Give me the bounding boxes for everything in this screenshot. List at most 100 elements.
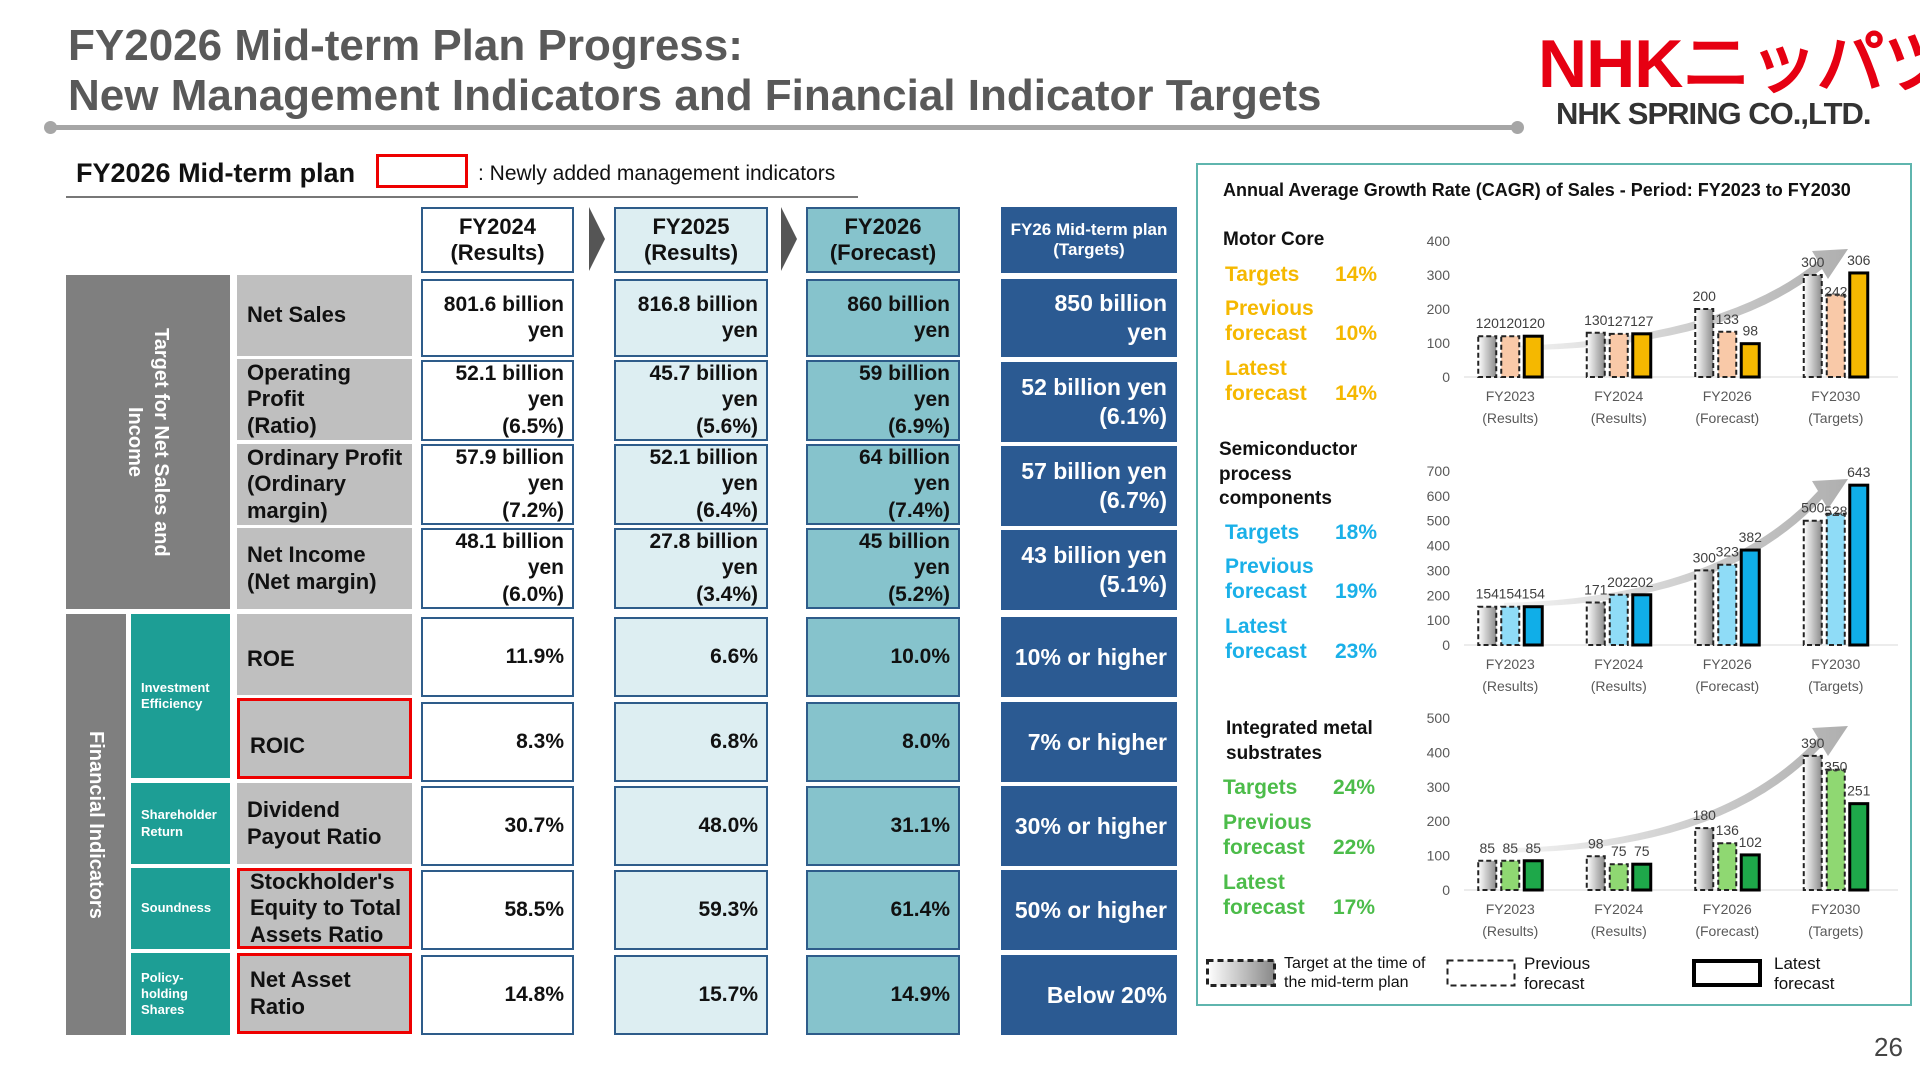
value-fy2026-dividend-payout: 31.1% bbox=[806, 786, 960, 866]
column-header-targets: FY26 Mid-term plan (Targets) bbox=[1001, 207, 1177, 273]
column-header-fy2025: FY2025 (Results) bbox=[614, 207, 768, 273]
row-label-equity-ratio: Stockholder's Equity to Total Assets Rat… bbox=[237, 868, 412, 949]
subcategory-shareholder-return: Shareholder Return bbox=[131, 783, 230, 864]
rate-value: 14% bbox=[1335, 263, 1378, 286]
data-label: 75 bbox=[1611, 843, 1627, 859]
bar-latest-forecast bbox=[1522, 859, 1544, 892]
value-fy2025-ordinary-profit: 52.1 billion yen (6.4%) bbox=[614, 444, 768, 525]
segment-title-motor-core: Motor Core bbox=[1223, 229, 1325, 250]
row-label-roe: ROE bbox=[237, 614, 412, 695]
page-number: 26 bbox=[1874, 1032, 1903, 1062]
y-tick-label: 300 bbox=[1427, 779, 1451, 795]
rate-label: Targets bbox=[1225, 263, 1300, 286]
bar-previous-forecast bbox=[1825, 512, 1846, 646]
x-tick-label: FY2024 bbox=[1594, 901, 1643, 917]
bar-mid-term-target bbox=[1477, 605, 1498, 646]
y-tick-label: 100 bbox=[1427, 848, 1451, 864]
bar-latest-forecast bbox=[1631, 862, 1653, 892]
subcategory-soundness: Soundness bbox=[131, 868, 230, 949]
rate-label: Latest forecast bbox=[1225, 357, 1307, 406]
data-label: 127 bbox=[1607, 313, 1631, 329]
value-fy2024-roic: 8.3% bbox=[421, 702, 574, 782]
data-label: 75 bbox=[1634, 843, 1650, 859]
x-tick-label: FY2026 bbox=[1703, 388, 1752, 404]
y-tick-label: 200 bbox=[1427, 813, 1451, 829]
x-tick-label: FY2030 bbox=[1811, 656, 1860, 672]
category-net-sales-income-label: Target for Net Sales and Income bbox=[124, 327, 172, 557]
x-tick-label: (Forecast) bbox=[1695, 678, 1759, 694]
rate-row-semi-previous: Previous forecast 19% bbox=[1225, 554, 1377, 604]
data-label: 202 bbox=[1630, 574, 1654, 590]
rate-label: Latest forecast bbox=[1223, 871, 1305, 920]
x-tick-label: FY2026 bbox=[1703, 901, 1752, 917]
x-tick-label: FY2024 bbox=[1594, 388, 1643, 404]
rate-label: Latest forecast bbox=[1225, 615, 1307, 664]
rate-value: 14% bbox=[1335, 382, 1378, 406]
value-target-net-sales: 850 billion yen bbox=[1001, 279, 1177, 357]
rate-row-motor-previous: Previous forecast 10% bbox=[1225, 296, 1377, 346]
bar-previous-forecast bbox=[1500, 859, 1521, 891]
data-label: 500 bbox=[1801, 500, 1825, 516]
bar-latest-forecast bbox=[1739, 853, 1761, 892]
chevron-arrow-icon bbox=[589, 207, 605, 271]
data-label: 306 bbox=[1847, 252, 1871, 268]
plan-divider bbox=[66, 196, 858, 198]
y-tick-label: 0 bbox=[1442, 369, 1450, 385]
bar-mid-term-target bbox=[1694, 569, 1715, 646]
data-label: 120 bbox=[1499, 315, 1523, 331]
bar-latest-forecast bbox=[1848, 483, 1870, 647]
legend-swatch-previous-forecast bbox=[1446, 959, 1516, 987]
data-label: 154 bbox=[1522, 586, 1546, 602]
plan-label: FY2026 Mid-term plan bbox=[76, 158, 356, 188]
value-fy2024-operating-profit: 52.1 billion yen (6.5%) bbox=[421, 360, 574, 441]
value-fy2025-roe: 6.6% bbox=[614, 617, 768, 697]
legend-label-previous-forecast: Previous forecast bbox=[1524, 954, 1591, 994]
data-label: 120 bbox=[1476, 315, 1500, 331]
value-fy2024-net-sales: 801.6 billion yen bbox=[421, 279, 574, 357]
value-fy2024-dividend-payout: 30.7% bbox=[421, 786, 574, 866]
bar-latest-forecast bbox=[1848, 271, 1870, 379]
data-label: 136 bbox=[1716, 822, 1740, 838]
company-logo: NHKニッパツ bbox=[1538, 26, 1920, 102]
rate-label: Previous forecast bbox=[1223, 811, 1312, 860]
rate-label: Previous forecast bbox=[1225, 297, 1314, 346]
x-tick-label: FY2023 bbox=[1486, 388, 1535, 404]
x-tick-label: (Targets) bbox=[1808, 410, 1863, 426]
value-fy2025-net-income: 27.8 billion yen (3.4%) bbox=[614, 528, 768, 609]
y-tick-label: 0 bbox=[1442, 637, 1450, 653]
rate-label: Targets bbox=[1223, 776, 1298, 799]
bar-mid-term-target bbox=[1694, 827, 1715, 891]
rate-value: 22% bbox=[1333, 836, 1376, 860]
value-fy2024-net-income: 48.1 billion yen (6.0%) bbox=[421, 528, 574, 609]
new-indicator-legend-swatch bbox=[376, 154, 468, 188]
rate-label: Targets bbox=[1225, 521, 1300, 544]
data-label: 85 bbox=[1502, 840, 1518, 856]
rate-label: Previous forecast bbox=[1225, 555, 1314, 604]
y-tick-label: 0 bbox=[1442, 882, 1450, 898]
value-target-equity-ratio: 50% or higher bbox=[1001, 870, 1177, 950]
title-underline bbox=[44, 121, 1524, 134]
data-label: 643 bbox=[1847, 464, 1871, 480]
y-tick-label: 300 bbox=[1427, 562, 1451, 578]
rate-value: 10% bbox=[1335, 322, 1378, 346]
value-fy2026-net-asset-ratio: 14.9% bbox=[806, 955, 960, 1035]
x-tick-label: FY2023 bbox=[1486, 901, 1535, 917]
x-tick-label: FY2030 bbox=[1811, 388, 1860, 404]
y-tick-label: 500 bbox=[1427, 513, 1451, 529]
value-fy2025-net-sales: 816.8 billion yen bbox=[614, 279, 768, 357]
data-label: 350 bbox=[1824, 759, 1848, 775]
bar-previous-forecast bbox=[1825, 293, 1846, 378]
bar-latest-forecast bbox=[1522, 605, 1544, 647]
y-tick-label: 500 bbox=[1427, 710, 1451, 726]
value-fy2025-dividend-payout: 48.0% bbox=[614, 786, 768, 866]
rate-value: 18% bbox=[1335, 521, 1378, 544]
value-target-ordinary-profit: 57 billion yen (6.7%) bbox=[1001, 446, 1177, 526]
value-fy2026-roe: 10.0% bbox=[806, 617, 960, 697]
rate-value: 23% bbox=[1335, 640, 1378, 664]
data-label: 390 bbox=[1801, 735, 1825, 751]
bar-previous-forecast bbox=[1608, 863, 1629, 891]
bar-mid-term-target bbox=[1802, 519, 1823, 646]
rate-row-metal-latest: Latest forecast 17% bbox=[1223, 870, 1375, 920]
company-logo-subtext: NHK SPRING CO.,LTD. bbox=[1556, 96, 1872, 131]
